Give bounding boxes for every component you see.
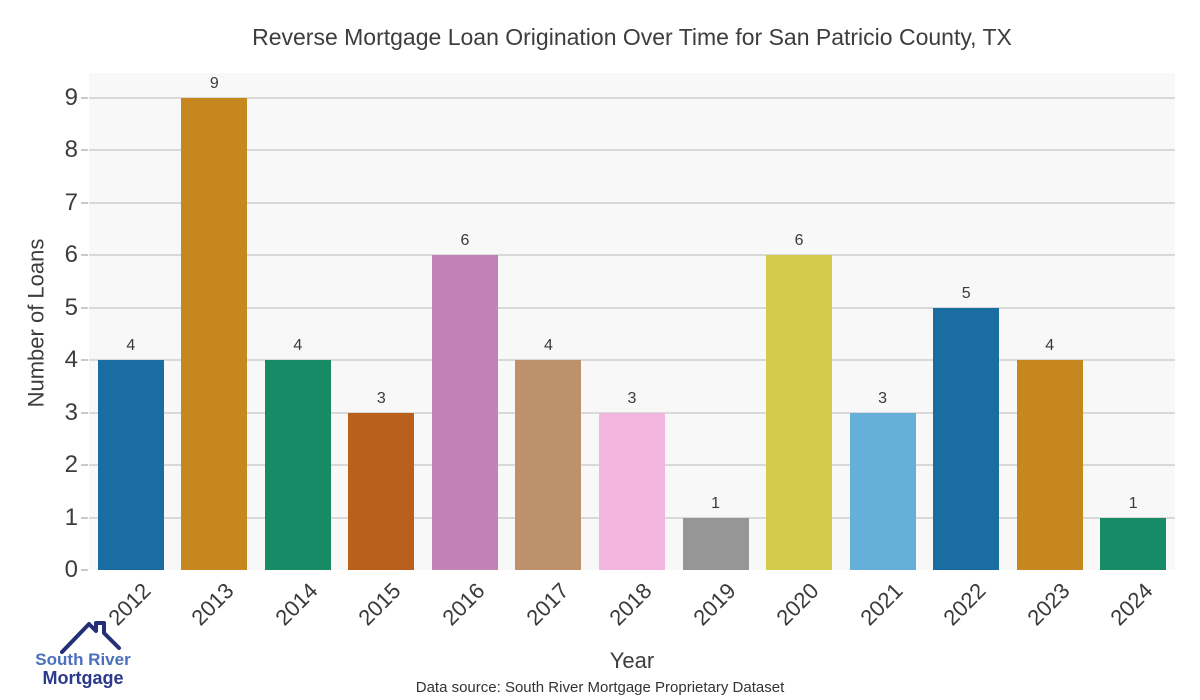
- x-tick-label: 2017: [520, 578, 574, 631]
- x-tick-label: 2020: [771, 578, 824, 631]
- x-axis-label: Year: [609, 648, 655, 673]
- y-tick-mark: [81, 254, 88, 257]
- bar-value-label: 9: [209, 75, 219, 92]
- y-tick-mark: [81, 306, 88, 309]
- bar-value-label: 6: [460, 232, 470, 250]
- bar-2015: [348, 412, 415, 570]
- y-tick-mark: [81, 201, 88, 204]
- plot-area: [89, 73, 1175, 570]
- bar-2013: [181, 98, 248, 570]
- gridline: [89, 97, 1175, 99]
- bar-value-label: 3: [627, 389, 637, 407]
- y-tick-label: 1: [64, 503, 78, 531]
- bar-2016: [431, 255, 498, 570]
- x-tick-label: 2013: [186, 578, 239, 631]
- chart-title: Reverse Mortgage Loan Origination Over T…: [252, 24, 1012, 50]
- y-tick-label: 5: [64, 293, 78, 321]
- gridline: [89, 411, 1175, 414]
- y-tick-label: 3: [64, 398, 78, 426]
- gridline: [89, 201, 1175, 204]
- bar-2017: [515, 360, 582, 570]
- x-tick-label: 2022: [938, 578, 991, 631]
- gridline: [89, 359, 1175, 362]
- bar-value-label: 1: [711, 494, 720, 512]
- y-tick-label: 2: [64, 451, 78, 479]
- y-tick-label: 0: [64, 556, 78, 583]
- bar-2022: [933, 307, 1000, 570]
- bar-value-label: 3: [878, 389, 888, 407]
- y-tick-mark: [81, 411, 88, 414]
- bar-2014: [264, 360, 331, 570]
- bar-value-label: 5: [961, 284, 971, 302]
- bar-2024: [1100, 517, 1167, 570]
- y-tick-mark: [81, 359, 88, 362]
- x-tick-label: 2023: [1022, 578, 1075, 631]
- y-tick-label: 6: [64, 241, 78, 269]
- bar-value-label: 6: [794, 232, 804, 250]
- logo-roof-icon: [60, 621, 121, 654]
- bar-2020: [766, 255, 833, 570]
- bar-2019: [682, 517, 749, 570]
- y-tick-label: 4: [64, 346, 78, 374]
- y-tick-mark: [81, 97, 88, 99]
- logo: South River Mortgage: [18, 612, 148, 694]
- y-tick-label: 9: [64, 84, 78, 111]
- logo-text-line1: South River: [35, 650, 131, 669]
- x-tick-label: 2024: [1105, 578, 1158, 631]
- bar-2012: [97, 360, 164, 570]
- data-source-note: Data source: South River Mortgage Propri…: [415, 679, 785, 696]
- bar-2018: [599, 412, 665, 570]
- gridline: [89, 149, 1175, 152]
- y-tick-label: 7: [64, 188, 78, 216]
- bar-2023: [1016, 360, 1083, 570]
- bar-value-label: 4: [1045, 337, 1055, 355]
- bar-value-label: 1: [1128, 494, 1138, 512]
- gridline: [89, 306, 1175, 309]
- y-tick-label: 8: [64, 136, 78, 164]
- gridline: [89, 254, 1175, 257]
- x-tick-label: 2021: [855, 578, 908, 631]
- x-tick-label: 2019: [687, 578, 741, 631]
- x-tick-label: 2018: [604, 578, 657, 631]
- y-tick-mark: [81, 464, 88, 467]
- bar-2021: [849, 412, 916, 570]
- y-tick-mark: [81, 149, 88, 152]
- x-tick-label: 2014: [270, 578, 323, 631]
- y-tick-mark: [81, 569, 88, 571]
- x-tick-label: 2015: [353, 578, 407, 631]
- bar-value-label: 4: [293, 337, 303, 355]
- bar-value-label: 3: [376, 389, 386, 407]
- bar-value-label: 4: [544, 337, 553, 355]
- logo-text-line2: Mortgage: [42, 668, 124, 688]
- bar-value-label: 4: [126, 337, 136, 355]
- x-tick-label: 2016: [437, 578, 490, 631]
- y-tick-mark: [81, 516, 88, 519]
